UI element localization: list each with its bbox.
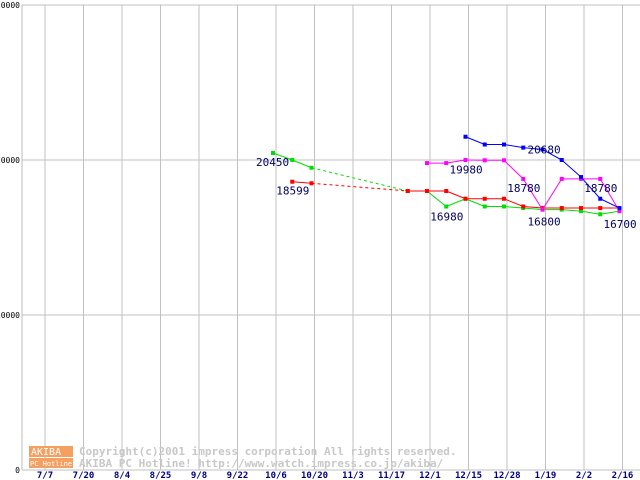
- data-label: 18780: [584, 182, 617, 195]
- series-blue-segment: [465, 136, 485, 145]
- series-green-point: [290, 158, 295, 162]
- series-green-segment: [561, 209, 582, 212]
- series-blue-segment: [561, 159, 582, 178]
- series-green-point: [502, 204, 506, 209]
- series-green-point: [271, 151, 275, 156]
- data-label: 16700: [604, 218, 637, 231]
- x-tick-label: 11/3: [342, 471, 364, 480]
- series-blue-point: [579, 175, 583, 180]
- series-red-point: [579, 206, 583, 211]
- x-tick-label: 7/7: [37, 471, 53, 480]
- series-magenta-point: [463, 158, 468, 162]
- series-blue-segment: [580, 176, 601, 200]
- x-tick-label: 1/19: [535, 471, 557, 480]
- data-label: 20680: [528, 143, 561, 156]
- series-green-segment: [503, 206, 524, 209]
- series-blue-point: [463, 134, 468, 139]
- x-tick-label: 2/16: [612, 471, 634, 480]
- series-blue-point: [521, 145, 526, 150]
- series-blue-segment: [503, 144, 524, 149]
- series-red-point: [482, 196, 487, 201]
- series-red-point: [521, 204, 526, 209]
- x-tick-label: 12/28: [493, 471, 520, 480]
- x-tick-label: 10/6: [265, 471, 287, 480]
- x-tick-label: 9/8: [191, 471, 207, 480]
- series-green-segment: [272, 152, 293, 161]
- series-magenta-point: [598, 176, 603, 181]
- series-green-point: [309, 165, 314, 170]
- series-blue-segment: [523, 147, 543, 150]
- series-magenta-point: [521, 176, 526, 181]
- series-red-point: [598, 206, 603, 211]
- series-magenta-segment: [446, 159, 466, 164]
- series-magenta-segment: [542, 178, 563, 210]
- series-magenta-point: [559, 176, 564, 181]
- series-red-point: [309, 181, 314, 186]
- data-label: 20450: [256, 156, 289, 169]
- series-red-point: [502, 196, 506, 201]
- series-red-segment: [503, 198, 524, 207]
- x-tick-label: 10/20: [301, 471, 328, 480]
- series-blue-point: [559, 158, 564, 162]
- series-green-segment: [523, 207, 543, 211]
- series-green-segment: [311, 167, 408, 192]
- y-tick-label: 30000: [0, 1, 20, 10]
- series-red-point: [290, 179, 295, 184]
- data-label: 18599: [276, 185, 309, 198]
- series-blue-point: [502, 142, 506, 147]
- series-magenta-point: [425, 161, 429, 166]
- data-label: 19980: [450, 163, 483, 176]
- series-red-segment: [292, 181, 312, 184]
- series-magenta-point: [482, 158, 487, 163]
- series-red-point: [444, 189, 449, 193]
- data-label: 18780: [507, 182, 540, 195]
- series-green-segment: [465, 198, 485, 207]
- series-blue-point: [482, 142, 487, 147]
- series-magenta-point: [540, 207, 545, 212]
- series-red-point: [559, 206, 564, 211]
- x-tick-label: 12/15: [455, 471, 482, 480]
- series-magenta-segment: [599, 178, 620, 212]
- series-magenta-segment: [503, 159, 524, 180]
- x-tick-label: 8/4: [114, 471, 131, 480]
- y-tick-label: 20000: [0, 156, 20, 165]
- series-blue-point: [598, 196, 603, 201]
- series-red-segment: [311, 182, 408, 192]
- series-blue-segment: [600, 198, 620, 209]
- series-red-point: [425, 189, 429, 193]
- data-label: 16800: [528, 216, 561, 229]
- series-green-point: [444, 204, 449, 209]
- x-tick-label: 7/20: [73, 471, 95, 480]
- series-red-segment: [523, 206, 543, 209]
- x-tick-label: 8/25: [150, 471, 172, 480]
- series-blue-point: [540, 147, 545, 152]
- series-green-point: [482, 204, 487, 209]
- series-magenta-point: [444, 161, 449, 166]
- x-tick-label: 9/22: [227, 471, 249, 480]
- series-red-point: [405, 189, 410, 193]
- y-tick-label: 0: [15, 466, 20, 475]
- series-green-segment: [446, 198, 466, 207]
- series-green-segment: [292, 159, 312, 169]
- x-tick-label: 11/17: [378, 471, 405, 480]
- data-label: 16980: [430, 211, 463, 224]
- series-green-point: [598, 212, 603, 217]
- series-blue-point: [617, 206, 622, 211]
- series-blue-segment: [542, 149, 562, 161]
- series-green-point: [579, 209, 583, 214]
- y-tick-label: 10000: [0, 311, 20, 320]
- series-green-segment: [600, 210, 620, 215]
- series-red-segment: [446, 190, 466, 200]
- series-magenta-point: [617, 209, 622, 214]
- series-magenta-segment: [522, 178, 543, 210]
- series-green-segment: [580, 210, 601, 215]
- series-red-point: [463, 196, 468, 201]
- series-magenta-point: [502, 158, 506, 163]
- x-tick-label: 2/2: [576, 471, 592, 480]
- series-green-segment: [426, 190, 447, 207]
- x-tick-label: 12/1: [419, 471, 441, 480]
